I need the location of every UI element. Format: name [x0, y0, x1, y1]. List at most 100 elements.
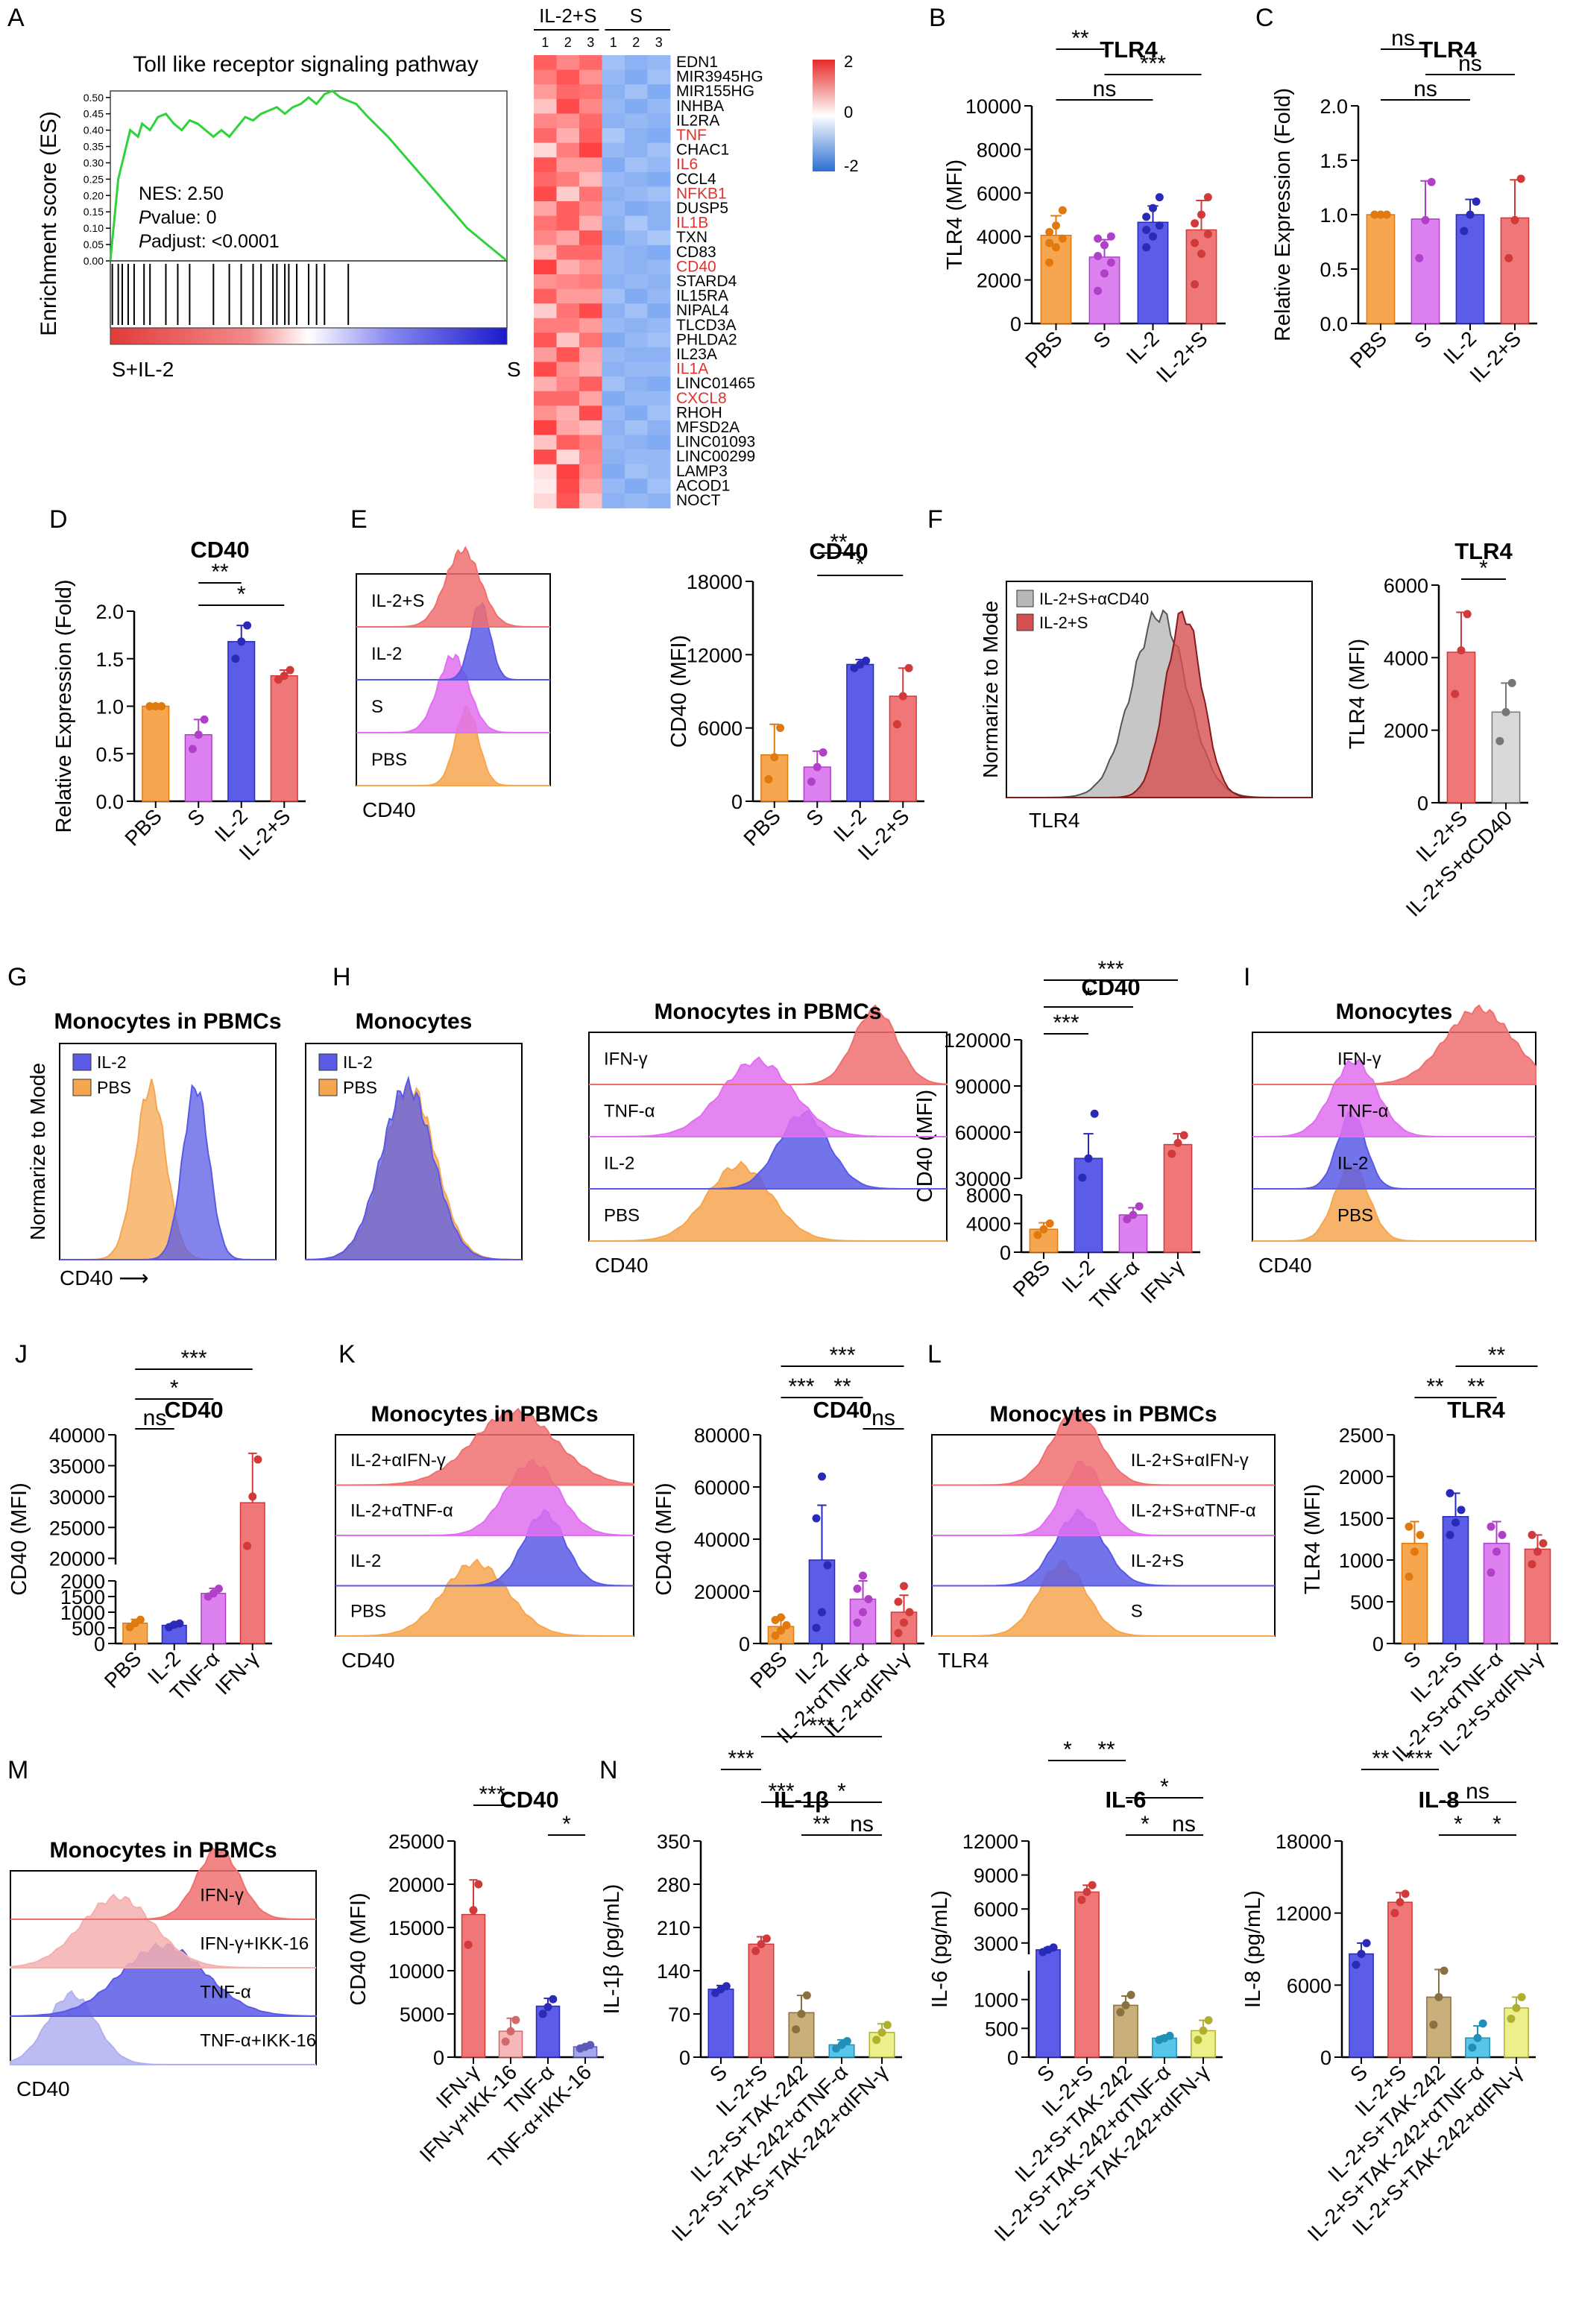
data-point: [1487, 1522, 1495, 1531]
x-tick-label: S: [183, 804, 209, 830]
histogram-peak: [10, 1847, 316, 1920]
gene-label: IL2RA: [676, 112, 719, 129]
bar: [1387, 1901, 1413, 2058]
heatmap-cell: [534, 69, 557, 85]
y-tick-label: 0: [1417, 792, 1428, 815]
bar: [201, 1593, 227, 1644]
y-tick-label: 0.50: [83, 92, 104, 104]
heatmap-cell: [647, 186, 671, 202]
data-point: [549, 1995, 558, 2003]
histogram-e-hist: PBS S IL-2 IL-2+S CD40: [356, 546, 551, 821]
gene-label: EDN1: [676, 54, 718, 71]
data-point: [751, 1946, 760, 1955]
legend-label: IL-2+S: [1039, 613, 1088, 632]
data-point: [1149, 232, 1157, 241]
data-point: [762, 1934, 771, 1943]
track-label: IL-2: [371, 644, 402, 664]
data-point: [782, 1621, 791, 1629]
data-point: [1082, 1887, 1091, 1896]
bar: [227, 641, 256, 802]
data-point: [286, 666, 294, 675]
histogram-peak: [932, 1560, 1275, 1637]
y-tick-label: 0.05: [83, 239, 104, 250]
heatmap-cell: [647, 332, 671, 348]
heatmap-cell: [602, 376, 625, 392]
y-tick-label: 500: [72, 1617, 105, 1640]
data-point: [813, 762, 822, 771]
track-label: TNF-α+IKK-16: [200, 2030, 316, 2050]
panel-letter-k: K: [338, 1340, 356, 1368]
heatmap-cell: [534, 361, 557, 377]
gene-label: TLCD3A: [676, 317, 737, 334]
data-point: [823, 1561, 832, 1570]
gene-label: IL6: [676, 156, 698, 173]
data-point: [1507, 678, 1516, 687]
y-tick-label: 2000: [60, 1570, 105, 1593]
data-point: [209, 1589, 218, 1598]
data-point: [506, 2027, 515, 2036]
data-point: [722, 1982, 731, 1991]
heatmap-cell: [556, 69, 580, 85]
x-tick-label: PBS: [1346, 326, 1392, 373]
heatmap-cell: [602, 55, 625, 71]
data-point: [274, 675, 283, 684]
track-label: IL-2: [350, 1551, 381, 1571]
x-tick-label: TNF-α: [1085, 1255, 1144, 1313]
x-tick-label: PBS: [120, 804, 166, 850]
track-label: S: [371, 697, 383, 717]
gene-label: LINC00299: [676, 448, 755, 465]
heatmap-cell: [579, 303, 602, 319]
heatmap-cell: [647, 435, 671, 450]
track-label: IFN-γ: [1337, 1049, 1381, 1069]
track-label: IL-2+αTNF-α: [350, 1500, 453, 1521]
data-point: [904, 663, 913, 672]
y-tick-label: 0.5: [1320, 259, 1348, 281]
heatmap-cell: [625, 464, 648, 479]
data-point: [543, 2003, 552, 2012]
y-tick-label: 1.0: [1320, 204, 1348, 227]
y-axis-label: Relative Expression (Fold): [1271, 88, 1295, 341]
bar: [239, 1502, 265, 1644]
bar: [869, 2032, 895, 2058]
heatmap-cell: [534, 274, 557, 290]
y-tick-label: 5000: [400, 2003, 444, 2026]
heatmap-cell: [556, 391, 580, 406]
heatmap-cell: [579, 259, 602, 275]
heatmap-cell: [647, 128, 671, 144]
heatmap-cell: [534, 376, 557, 392]
heatmap-cell: [579, 142, 602, 158]
data-point: [853, 1618, 862, 1627]
heatmap-cell: [534, 318, 557, 333]
gene-label: LAMP3: [676, 463, 728, 480]
heatmap-cell: [556, 464, 580, 479]
heatmap-cell: [602, 113, 625, 129]
track-label: IL-2+S: [371, 591, 424, 611]
heatmap-cell: [556, 405, 580, 421]
bar: [184, 734, 212, 802]
heatmap-cell: [602, 420, 625, 436]
heatmap-cell: [534, 142, 557, 158]
data-point: [1129, 1210, 1138, 1219]
y-tick-label: 0.00: [83, 255, 104, 267]
y-tick-label: 8000: [977, 139, 1021, 161]
histogram-peak: [10, 1893, 316, 1968]
heatmap-cell: [647, 479, 671, 494]
data-point: [237, 637, 246, 646]
x-tick-label: PBS: [739, 804, 785, 850]
heatmap-cell: [647, 449, 671, 465]
x-tick-label: PBS: [1021, 326, 1067, 373]
y-axis-label: IL-6 (pg/mL): [928, 1890, 952, 2008]
column-label: 3: [655, 35, 663, 50]
data-point: [157, 702, 166, 710]
significance-label: ***: [1406, 1746, 1432, 1771]
heatmap-cell: [625, 347, 648, 363]
data-point: [188, 745, 197, 754]
data-point: [1501, 707, 1510, 716]
heatmap-cell: [534, 347, 557, 363]
heatmap-cell: [556, 274, 580, 290]
bar: [748, 1943, 775, 2058]
significance-label: ***: [788, 1374, 814, 1399]
data-point: [818, 1472, 826, 1481]
y-tick-label: 1000: [974, 1989, 1018, 2012]
